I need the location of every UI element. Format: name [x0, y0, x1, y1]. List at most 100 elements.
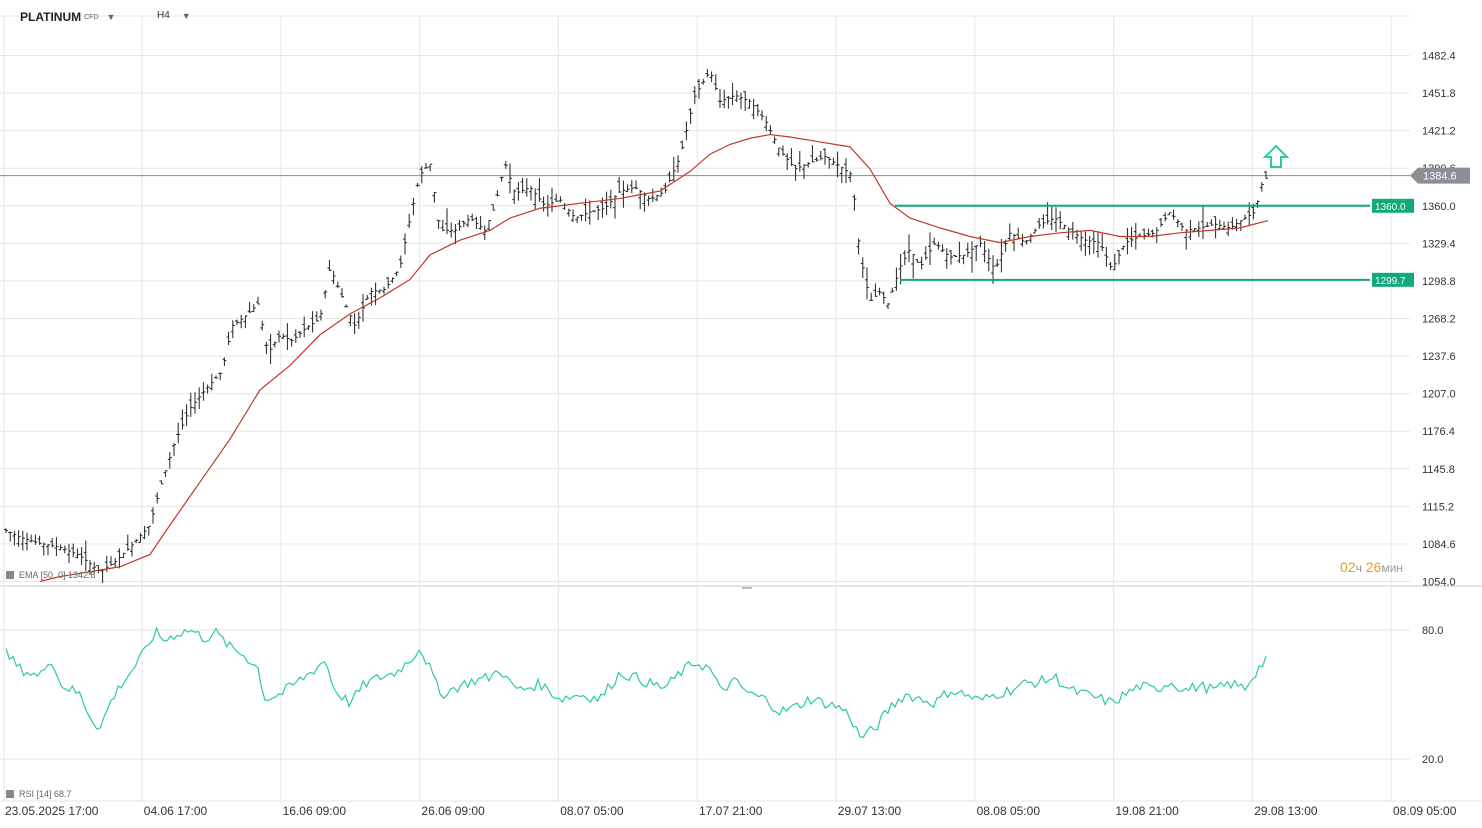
ohlc-bar	[1020, 233, 1025, 247]
ohlc-bar	[79, 547, 84, 565]
ohlc-bar	[575, 216, 580, 224]
ohlc-bar	[1196, 221, 1201, 238]
ohlc-bar	[314, 311, 319, 322]
ohlc-bar	[1054, 207, 1058, 232]
grid	[0, 15, 1482, 802]
ohlc-bar	[957, 241, 962, 264]
ohlc-bar	[474, 216, 479, 229]
ohlc-bar	[146, 525, 151, 536]
symbol-selector[interactable]: PLATINUM CFD ▼	[20, 10, 115, 24]
level-tag	[1372, 198, 1414, 213]
ohlc-bar	[781, 145, 785, 156]
ohlc-bar	[1234, 218, 1239, 232]
ohlc-bar	[1075, 229, 1079, 244]
ohlc-bar	[197, 387, 202, 410]
chart-overlay: 1384.6	[1262, 144, 1470, 184]
timer-hours: 02	[1340, 559, 1356, 575]
ohlc-bar	[96, 565, 101, 574]
ohlc-bar	[571, 209, 575, 222]
ohlc-bar	[835, 151, 840, 178]
ohlc-bar	[352, 313, 357, 335]
ohlc-bar	[923, 246, 928, 261]
ohlc-bar	[1222, 221, 1226, 229]
price-tick-label: 1329.4	[1422, 238, 1456, 250]
ohlc-bar	[323, 290, 328, 299]
symbol-suffix: CFD	[84, 13, 99, 21]
price-bars	[4, 69, 1268, 583]
ohlc-bar	[877, 287, 882, 296]
ohlc-bar	[285, 323, 290, 350]
ohlc-bar	[218, 372, 223, 380]
ohlc-bar	[604, 191, 609, 216]
ohlc-bar	[151, 507, 155, 524]
ohlc-bar	[1041, 214, 1046, 229]
timer-minutes-unit: мин	[1381, 561, 1403, 575]
ohlc-bar	[100, 568, 105, 583]
ohlc-bar	[1070, 221, 1075, 240]
chevron-down-icon: ▼	[106, 12, 116, 22]
ohlc-bar	[928, 232, 932, 266]
rsi-label-text: RSI [14] 68.7	[19, 789, 72, 799]
ohlc-bar	[986, 248, 991, 272]
ohlc-bar	[310, 311, 315, 333]
ohlc-bar	[550, 187, 554, 212]
ohlc-bar	[8, 531, 13, 542]
ohlc-bar	[302, 316, 307, 338]
ohlc-bar	[226, 331, 231, 345]
ohlc-bar	[281, 333, 286, 340]
timeframe-selector[interactable]: H4 ▼	[157, 10, 191, 21]
ohlc-bar	[491, 204, 496, 211]
price-tick-label: 1176.4	[1422, 426, 1455, 438]
ohlc-bar	[508, 163, 512, 194]
ohlc-bar	[512, 189, 517, 205]
ema-indicator-label[interactable]: EMA [50, 0] 1342.8	[6, 570, 96, 580]
ohlc-bar	[50, 538, 55, 548]
ohlc-bar	[33, 534, 38, 545]
arrow-up-icon	[1262, 144, 1290, 168]
ohlc-bar	[902, 250, 907, 266]
ohlc-bar	[982, 241, 987, 263]
ohlc-bar	[617, 176, 622, 193]
ohlc-bar	[692, 86, 697, 105]
ohlc-bar	[881, 291, 886, 305]
ohlc-bar	[1243, 214, 1247, 220]
ohlc-bar	[1230, 217, 1235, 230]
price-tick-label: 1207.0	[1422, 389, 1456, 401]
ohlc-bar	[373, 282, 378, 306]
timer-hours-unit: ч	[1355, 561, 1362, 575]
ohlc-bar	[894, 267, 899, 291]
ohlc-bar	[1016, 227, 1021, 240]
ohlc-bar	[1205, 221, 1210, 228]
ohlc-bar	[235, 319, 239, 325]
ohlc-bar	[1096, 230, 1100, 258]
ohlc-bar	[29, 534, 34, 543]
ohlc-bar	[172, 443, 176, 457]
ohlc-bar	[936, 241, 941, 250]
ohlc-bar	[327, 259, 332, 272]
ohlc-bar	[1142, 228, 1147, 240]
ohlc-bar	[873, 283, 878, 298]
ohlc-bar	[839, 166, 844, 183]
ohlc-bar	[222, 357, 227, 366]
candle-countdown: 02ч 26мин	[1340, 559, 1403, 575]
time-axis: 23.05.2025 17:00 04.06 17:00 16.06 09:00 26…	[5, 804, 1457, 818]
ohlc-bar	[831, 157, 836, 166]
ohlc-bar	[1159, 217, 1163, 227]
ohlc-bar	[516, 181, 521, 201]
ohlc-bar	[54, 537, 59, 557]
ohlc-bar	[230, 320, 235, 339]
ohlc-bar	[554, 193, 559, 202]
ohlc-bar	[403, 233, 407, 255]
ohlc-bar	[1209, 219, 1214, 226]
price-tick-label: 1115.2	[1422, 501, 1454, 513]
ohlc-bar	[722, 89, 727, 109]
ohlc-bar	[1217, 219, 1222, 229]
ohlc-bar	[419, 166, 424, 184]
price-tick-label: 1084.6	[1422, 539, 1456, 551]
ohlc-bar	[1083, 231, 1088, 257]
ohlc-bar	[71, 543, 76, 558]
ohlc-bar	[789, 147, 794, 166]
price-tick-label: 1451.8	[1422, 88, 1456, 100]
rsi-indicator-label[interactable]: RSI [14] 68.7	[6, 789, 72, 799]
